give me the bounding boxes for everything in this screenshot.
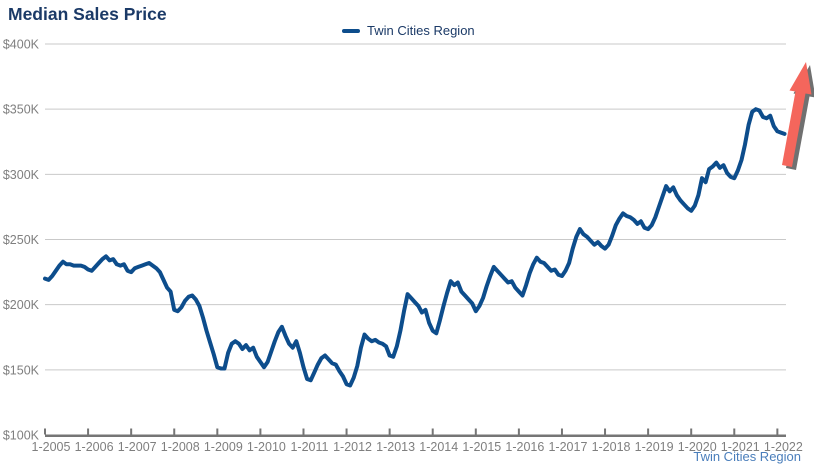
x-tick-label: 1-2019 [635,440,674,454]
x-tick-mark [776,428,779,435]
y-tick-label: $400K [3,38,40,52]
x-tick-label: 1-2010 [247,440,286,454]
price-line [43,107,787,388]
x-tick-label: 1-2012 [333,440,372,454]
x-tick-mark [87,428,90,435]
x-tick-label: 1-2011 [290,440,328,454]
y-tick-label: $250K [3,233,40,247]
x-tick-label: 1-2017 [548,440,587,454]
x-tick-label: 1-2015 [462,440,501,454]
x-tick-mark [173,428,176,435]
x-tick-label: 1-2014 [419,440,458,454]
trend-up-arrow-icon [782,62,812,167]
footer-region-label: Twin Cities Region [693,449,801,464]
y-tick-label: $150K [3,363,40,377]
x-tick-mark [44,428,46,435]
x-tick-label: 1-2018 [592,440,631,454]
x-tick-mark [604,428,607,435]
x-tick-mark [345,428,348,435]
x-tick-label: 1-2016 [505,440,544,454]
x-tick-mark [474,428,477,435]
x-tick-mark [517,428,520,435]
legend-label: Twin Cities Region [367,23,475,38]
x-tick-label: 1-2009 [204,440,243,454]
legend: Twin Cities Region [342,23,475,38]
y-tick-label: $350K [3,103,40,117]
x-tick-label: 1-2022 [764,440,803,454]
y-tick-label: $300K [3,168,40,182]
x-tick-label: 1-2007 [118,440,157,454]
legend-line-swatch [342,28,360,33]
x-tick-mark [388,428,391,435]
x-tick-mark [647,428,650,435]
x-tick-label: 1-2021 [721,440,760,454]
x-tick-mark [733,428,736,435]
x-tick-mark [560,428,563,435]
y-tick-label: $100K [3,429,40,443]
x-tick-mark [690,428,693,435]
x-tick-mark [302,428,305,435]
x-tick-mark [259,428,262,435]
x-tick-label: 1-2005 [32,440,71,454]
x-tick-mark [431,428,434,435]
x-tick-mark [216,428,219,435]
x-axis-line [45,434,786,437]
x-tick-label: 1-2020 [678,440,717,454]
x-tick-label: 1-2006 [75,440,114,454]
chart-title: Median Sales Price [8,4,167,24]
y-tick-label: $200K [3,298,40,312]
x-tick-label: 1-2008 [161,440,200,454]
x-tick-label: 1-2013 [376,440,415,454]
x-tick-mark [130,428,133,435]
